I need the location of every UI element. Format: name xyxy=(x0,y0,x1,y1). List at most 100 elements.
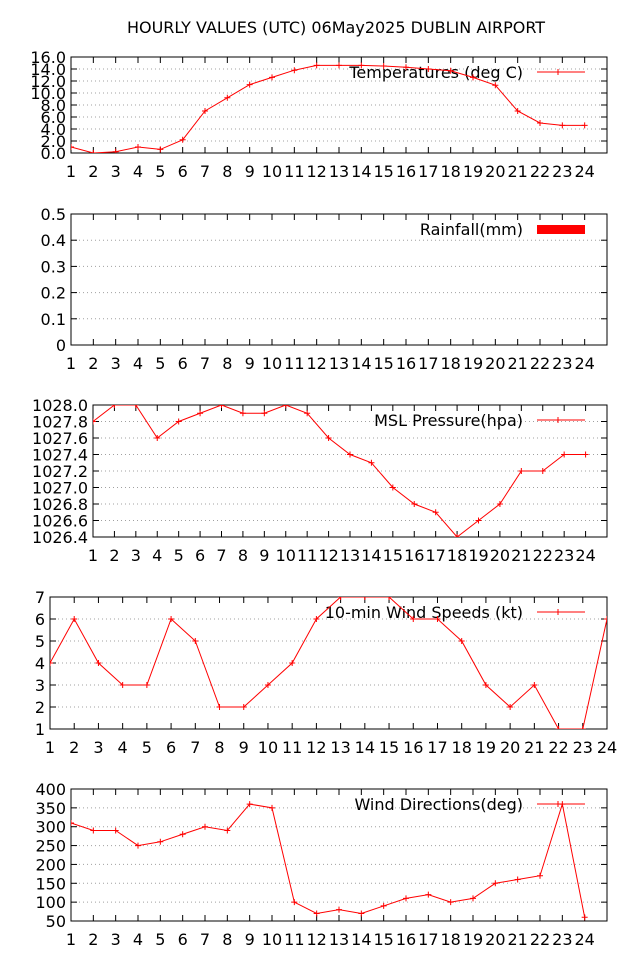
panel-3-data-point xyxy=(93,418,96,425)
panel-3-x-tick-label: 19 xyxy=(468,546,488,565)
panel-4-x-tick-label: 9 xyxy=(239,738,249,757)
panel-3-x-tick-label: 8 xyxy=(238,546,248,565)
panel-3-data-point xyxy=(261,410,268,417)
panel-2-x-tick-label: 20 xyxy=(485,354,505,373)
panel-1-x-tick-label: 24 xyxy=(574,162,594,181)
panel-5-data-point xyxy=(90,827,97,834)
panel-3-data-point xyxy=(432,509,439,516)
panel-3-x-tick-label: 23 xyxy=(554,546,574,565)
panel-3-x-tick-label: 17 xyxy=(425,546,445,565)
panel-1-y-tick-label: 16.0 xyxy=(30,48,66,67)
panel-4-data-point xyxy=(119,682,126,688)
panel-5-legend-label: Wind Directions(deg) xyxy=(354,795,523,814)
panel-5-x-tick-label: 24 xyxy=(574,930,594,949)
panel-5-x-tick-label: 3 xyxy=(111,930,121,949)
panel-4-y-tick-label: 4 xyxy=(35,654,45,673)
panel-5-x-tick-label: 19 xyxy=(463,930,483,949)
panel-4-data-point xyxy=(95,660,102,666)
panel-5-x-tick-label: 12 xyxy=(306,930,326,949)
panel-3-x-tick-label: 24 xyxy=(575,546,595,565)
panel-2-y-tick-label: 0.5 xyxy=(41,205,66,224)
panel-4-x-tick-label: 3 xyxy=(93,738,103,757)
panel-1-data-point xyxy=(135,144,141,150)
panel-4-data-point xyxy=(313,616,320,622)
panel-5-x-tick-label: 15 xyxy=(373,930,393,949)
panel-4-x-tick-label: 1 xyxy=(45,738,55,757)
panel-1-data-point xyxy=(269,74,275,81)
panel-1-y-tick-label: 14.0 xyxy=(30,60,66,79)
panel-2-x-tick-label: 2 xyxy=(88,354,98,373)
panel-3-x-tick-label: 5 xyxy=(174,546,184,565)
panel-1-x-tick-label: 13 xyxy=(329,162,349,181)
panel-5-data-point xyxy=(269,804,275,811)
panel-1-data-point xyxy=(313,62,320,69)
panel-5-data-point xyxy=(380,902,387,909)
panel-5-data-point xyxy=(157,838,164,845)
panel-1-data-point xyxy=(358,62,365,69)
panel-5-data-point xyxy=(514,876,521,883)
panel-4-y-tick-label: 1 xyxy=(35,720,45,739)
panel-1-data-point xyxy=(112,148,119,153)
panel-3-data-point xyxy=(132,405,139,408)
panel-3-x-tick-label: 18 xyxy=(447,546,467,565)
panel-4-data-point xyxy=(216,704,223,710)
panel-1-data-point xyxy=(492,82,499,89)
panel-4-x-tick-label: 14 xyxy=(355,738,375,757)
panel-1-data-point xyxy=(470,74,476,81)
panel-1-y-tick-label: 2.0 xyxy=(41,132,66,151)
panel-1-data-point xyxy=(336,62,342,69)
panel-5-data-point xyxy=(470,895,476,902)
panel-5-x-tick-label: 21 xyxy=(507,930,527,949)
panel-1-data-point xyxy=(291,67,298,74)
panel-1-y-tick-label: 6.0 xyxy=(41,108,66,127)
panel-3-x-tick-label: 15 xyxy=(383,546,403,565)
panel-3-x-tick-label: 20 xyxy=(490,546,510,565)
panel-3-x-tick-label: 21 xyxy=(511,546,531,565)
panel-5-x-tick-label: 5 xyxy=(155,930,165,949)
panel-3-y-tick-label: 1026.4 xyxy=(32,528,88,547)
panel-5-data-point xyxy=(581,914,588,921)
panel-4-data-point xyxy=(264,682,271,688)
panel-3-data-point xyxy=(282,405,289,408)
panel-1-x-tick-label: 17 xyxy=(418,162,438,181)
panel-3-data-point xyxy=(582,451,589,458)
panel-4-data-point xyxy=(555,726,562,729)
panel-4-x-tick-label: 15 xyxy=(379,738,399,757)
panel-4-legend-marker xyxy=(555,609,561,615)
panel-3-data-point xyxy=(475,517,482,524)
panel-3-x-tick-label: 11 xyxy=(297,546,317,565)
panel-3-data-point xyxy=(218,405,225,408)
panel-3-data-point xyxy=(304,410,311,417)
panel-5-data-point xyxy=(112,827,119,834)
panel-2-y-tick-label: 0.4 xyxy=(41,231,66,250)
panel-5-y-tick-label: 100 xyxy=(35,893,66,912)
panel-3-data-point xyxy=(411,501,418,507)
panel-2-x-tick-label: 17 xyxy=(418,354,438,373)
panel-1-x-tick-label: 8 xyxy=(222,162,232,181)
panel-3-data-point xyxy=(111,405,118,408)
panel-2-x-tick-label: 1 xyxy=(66,354,76,373)
panel-4-y-tick-label: 7 xyxy=(35,588,45,607)
panel-4-data-point xyxy=(71,616,78,622)
panel-5-x-tick-label: 16 xyxy=(396,930,416,949)
panel-3-x-tick-label: 6 xyxy=(195,546,205,565)
panel-5-x-tick-label: 13 xyxy=(329,930,349,949)
panel-1-y-tick-label: 0.0 xyxy=(41,144,66,163)
panel-5-data-point xyxy=(202,823,208,830)
panel-1-legend-label: Temperatures (deg C) xyxy=(348,63,523,82)
panel-3-data-point xyxy=(454,534,461,537)
panel-3-data-point xyxy=(197,410,204,417)
panel-4-data-point xyxy=(386,597,393,600)
panel-2-x-tick-label: 16 xyxy=(396,354,416,373)
panel-4-data-point xyxy=(507,704,514,710)
panel-2-x-tick-label: 24 xyxy=(574,354,594,373)
panel-5-data-point xyxy=(537,872,543,879)
panel-5-data-point xyxy=(246,801,253,808)
panel-4-data-point xyxy=(579,726,586,729)
panel-4-x-tick-label: 2 xyxy=(69,738,79,757)
panel-4-x-tick-label: 12 xyxy=(306,738,326,757)
panel-4-data-point xyxy=(410,616,417,622)
panel-4-data-point xyxy=(143,682,150,688)
